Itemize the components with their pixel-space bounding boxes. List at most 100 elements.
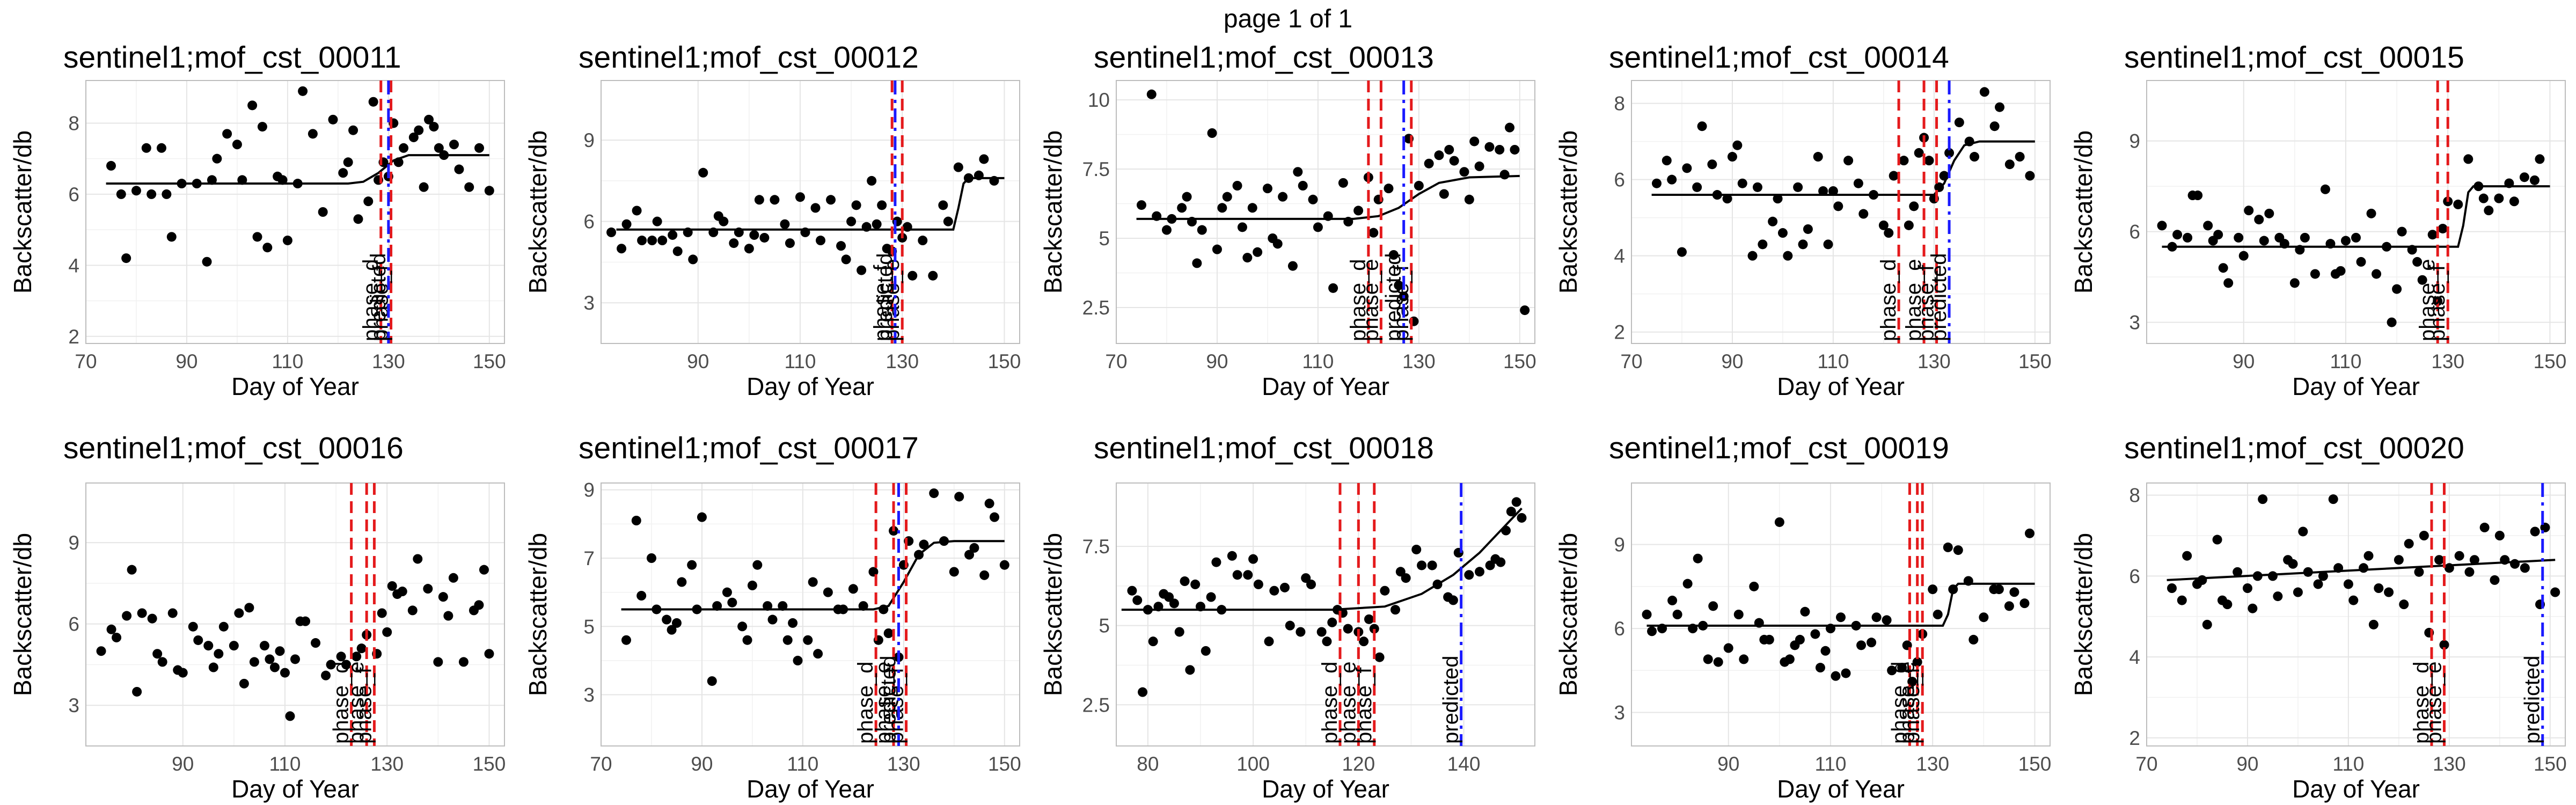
data-point	[2540, 522, 2550, 532]
data-point	[127, 565, 137, 575]
data-point	[782, 635, 793, 645]
data-point	[1308, 194, 1318, 204]
data-point	[759, 232, 770, 243]
data-point	[2454, 551, 2464, 561]
data-point	[2363, 551, 2374, 561]
data-point	[841, 254, 851, 265]
data-point	[1810, 629, 1820, 639]
phase-label: phase_f	[352, 667, 376, 744]
chart-title: sentinel1;mof_cst_00015	[2124, 40, 2464, 75]
data-point	[348, 125, 358, 135]
data-point	[2248, 603, 2258, 613]
data-point	[2394, 555, 2404, 565]
y-tick-label: 2.5	[1082, 297, 1110, 319]
data-point	[1944, 148, 1955, 158]
x-tick-label: 90	[1717, 753, 1739, 775]
data-point	[2366, 208, 2376, 218]
x-tick-label: 110	[272, 350, 303, 372]
data-point	[770, 195, 780, 205]
data-point	[449, 140, 459, 150]
data-point	[1495, 144, 1505, 155]
data-point	[646, 553, 656, 563]
data-point	[275, 646, 285, 656]
data-point	[338, 168, 348, 178]
data-point	[1928, 584, 1938, 595]
data-point	[749, 230, 759, 240]
data-point	[1127, 586, 1137, 596]
data-point	[162, 189, 172, 199]
data-point	[244, 603, 254, 613]
chart-panel: sentinel1;mof_cst_00020 70 90 110 130 150 2 4 6 8…	[2061, 402, 2576, 805]
data-point	[867, 175, 877, 186]
data-point	[1427, 560, 1437, 570]
y-tick-label: 3	[68, 694, 79, 716]
data-point	[1953, 545, 1963, 555]
x-tick-label: 130	[2431, 350, 2464, 372]
data-point	[214, 649, 224, 659]
data-point	[1878, 220, 1889, 230]
panel-border	[601, 482, 1020, 747]
data-point	[1667, 174, 1677, 185]
x-axis-label: Day of Year	[231, 372, 359, 400]
predicted-label: predicted	[1439, 655, 1463, 744]
data-point	[2258, 494, 2268, 504]
chart-title: sentinel1;mof_cst_00012	[579, 40, 919, 75]
data-point	[1722, 194, 1732, 204]
data-point	[657, 236, 668, 246]
y-axis-label: Backscatter/db	[1039, 533, 1067, 696]
data-point	[356, 643, 367, 654]
data-point	[1703, 654, 1713, 664]
data-point	[943, 216, 953, 226]
data-point	[2254, 215, 2264, 225]
data-point	[2197, 575, 2207, 585]
panel-border	[601, 80, 1020, 344]
data-point	[249, 657, 259, 667]
data-point	[2348, 595, 2359, 605]
x-tick-label: 150	[2534, 350, 2567, 372]
y-tick-label: 5	[1099, 228, 1110, 250]
data-point	[793, 655, 803, 665]
data-point	[1858, 209, 1869, 219]
data-point	[1212, 244, 1222, 254]
data-point	[671, 618, 682, 628]
data-point	[1394, 280, 1404, 290]
data-point	[1737, 178, 1747, 188]
y-tick-label: 9	[1614, 534, 1625, 556]
data-point	[1192, 258, 1202, 268]
data-point	[1904, 220, 1914, 230]
data-point	[1384, 184, 1394, 194]
data-point	[1682, 163, 1692, 173]
data-point	[1285, 620, 1295, 631]
phase-label: phase_e	[2422, 662, 2446, 744]
data-point	[1841, 668, 1851, 678]
data-point	[121, 253, 131, 264]
data-point	[2244, 206, 2254, 216]
data-point	[1253, 579, 1263, 589]
y-axis-label: Backscatter/db	[524, 130, 552, 294]
data-point	[2320, 184, 2330, 194]
x-tick-label: 110	[1817, 350, 1849, 372]
data-point	[1732, 140, 1743, 150]
data-point	[1642, 610, 1652, 619]
chart-svg: 70 90 110 130 150 2 4 6 8 Day of Year Backscatter/…	[2069, 482, 2567, 803]
data-point	[1411, 544, 1422, 554]
data-point	[212, 153, 222, 164]
data-point	[744, 244, 754, 254]
data-point	[343, 157, 353, 167]
data-point	[433, 657, 443, 667]
data-point	[1707, 159, 1717, 170]
data-point	[2238, 251, 2249, 261]
data-point	[1884, 228, 1894, 238]
data-point	[1943, 542, 1953, 552]
data-point	[1328, 283, 1338, 293]
y-tick-label: 3	[583, 292, 595, 314]
x-tick-label: 130	[1402, 350, 1436, 372]
data-point	[1293, 167, 1303, 177]
data-point	[848, 584, 858, 594]
y-tick-label: 6	[68, 613, 79, 635]
data-point	[990, 512, 1000, 522]
data-point	[1449, 156, 1459, 166]
fit-curve	[1651, 140, 2035, 196]
data-point	[2520, 563, 2530, 573]
x-tick-label: 120	[1342, 753, 1375, 775]
